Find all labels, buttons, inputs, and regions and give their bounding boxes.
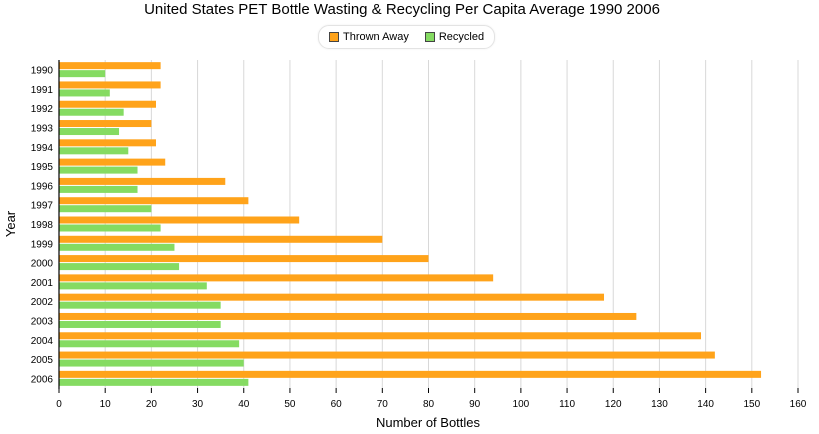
bar-thrown-away-1998[interactable]	[59, 216, 300, 224]
x-tick-label: 120	[605, 399, 622, 410]
bar-thrown-away-1991[interactable]	[59, 81, 161, 89]
y-tick-label: 2002	[31, 297, 54, 308]
bar-thrown-away-2006[interactable]	[59, 370, 762, 378]
bar-thrown-away-2005[interactable]	[59, 351, 715, 359]
legend-label-thrown-away: Thrown Away	[343, 31, 409, 43]
x-tick-label: 70	[377, 399, 389, 410]
bars	[59, 62, 762, 386]
bar-recycled-1997[interactable]	[59, 205, 152, 213]
bar-recycled-1992[interactable]	[59, 108, 124, 116]
bar-thrown-away-2001[interactable]	[59, 274, 494, 282]
axes: 0 10 20 30 40 50 60 70 80 90 100 110 120 130 140 150 160…	[31, 60, 807, 410]
y-tick-label: 2000	[31, 259, 54, 270]
legend-swatch-thrown-away	[329, 32, 339, 42]
bar-recycled-2002[interactable]	[59, 301, 221, 309]
chart-title: United States PET Bottle Wasting & Recyc…	[144, 1, 660, 18]
x-tick-label: 40	[238, 399, 250, 410]
bar-thrown-away-1996[interactable]	[59, 177, 226, 185]
y-tick-label: 1993	[31, 124, 54, 135]
bar-thrown-away-1994[interactable]	[59, 139, 156, 147]
bar-recycled-1999[interactable]	[59, 243, 175, 251]
x-tick-label: 20	[146, 399, 158, 410]
x-axis-title: Number of Bottles	[376, 415, 481, 430]
x-tick-label: 0	[56, 399, 62, 410]
y-tick-label: 1994	[31, 143, 54, 154]
bar-recycled-1996[interactable]	[59, 185, 138, 193]
bar-recycled-2005[interactable]	[59, 359, 244, 367]
x-tick-label: 140	[697, 399, 714, 410]
bar-thrown-away-1990[interactable]	[59, 62, 161, 70]
bar-thrown-away-1999[interactable]	[59, 235, 383, 243]
bar-thrown-away-1992[interactable]	[59, 100, 156, 108]
legend: Thrown Away Recycled	[318, 25, 496, 49]
y-tick-label: 2005	[31, 355, 54, 366]
x-tick-label: 60	[331, 399, 343, 410]
x-tick-label: 30	[192, 399, 204, 410]
y-tick-label: 1997	[31, 201, 54, 212]
bar-thrown-away-2004[interactable]	[59, 332, 702, 340]
bar-thrown-away-2003[interactable]	[59, 312, 637, 320]
bar-thrown-away-1993[interactable]	[59, 120, 152, 128]
legend-label-recycled: Recycled	[438, 31, 485, 43]
y-tick-label: 2006	[31, 374, 54, 385]
bar-recycled-1993[interactable]	[59, 128, 120, 136]
bar-recycled-1994[interactable]	[59, 147, 129, 155]
y-tick-label: 1999	[31, 239, 54, 250]
legend-swatch-recycled	[424, 32, 435, 42]
bar-recycled-2004[interactable]	[59, 340, 240, 348]
x-tick-label: 160	[790, 399, 807, 410]
y-tick-label: 2003	[31, 316, 54, 327]
y-tick-label: 1992	[31, 104, 54, 115]
x-tick-label: 50	[284, 399, 296, 410]
bar-recycled-2000[interactable]	[59, 263, 180, 271]
x-tick-label: 130	[651, 399, 668, 410]
y-tick-label: 1990	[31, 66, 54, 77]
legend-item-recycled[interactable]: Recycled	[424, 31, 485, 43]
bar-recycled-1990[interactable]	[59, 70, 106, 78]
x-tick-label: 150	[743, 399, 760, 410]
bar-recycled-1991[interactable]	[59, 89, 110, 97]
bar-recycled-2001[interactable]	[59, 282, 207, 290]
y-tick-label: 2001	[31, 278, 54, 289]
y-tick-label: 1991	[31, 85, 54, 96]
bar-recycled-2003[interactable]	[59, 320, 221, 328]
bar-thrown-away-2002[interactable]	[59, 293, 605, 301]
bar-thrown-away-2000[interactable]	[59, 255, 429, 263]
y-tick-label: 2004	[31, 336, 54, 347]
bar-recycled-2006[interactable]	[59, 378, 249, 386]
bar-thrown-away-1995[interactable]	[59, 158, 166, 166]
bar-thrown-away-1997[interactable]	[59, 197, 249, 205]
x-tick-label: 90	[469, 399, 481, 410]
x-tick-label: 10	[100, 399, 112, 410]
x-tick-label: 110	[559, 399, 575, 410]
legend-item-thrown-away[interactable]: Thrown Away	[329, 31, 409, 43]
bar-recycled-1995[interactable]	[59, 166, 138, 174]
y-tick-label: 1998	[31, 220, 54, 231]
bar-recycled-1998[interactable]	[59, 224, 161, 232]
y-tick-label: 1995	[31, 162, 54, 173]
x-tick-label: 80	[423, 399, 435, 410]
y-axis-title: Year	[3, 210, 18, 237]
x-tick-label: 100	[513, 399, 530, 410]
y-tick-label: 1996	[31, 181, 54, 192]
